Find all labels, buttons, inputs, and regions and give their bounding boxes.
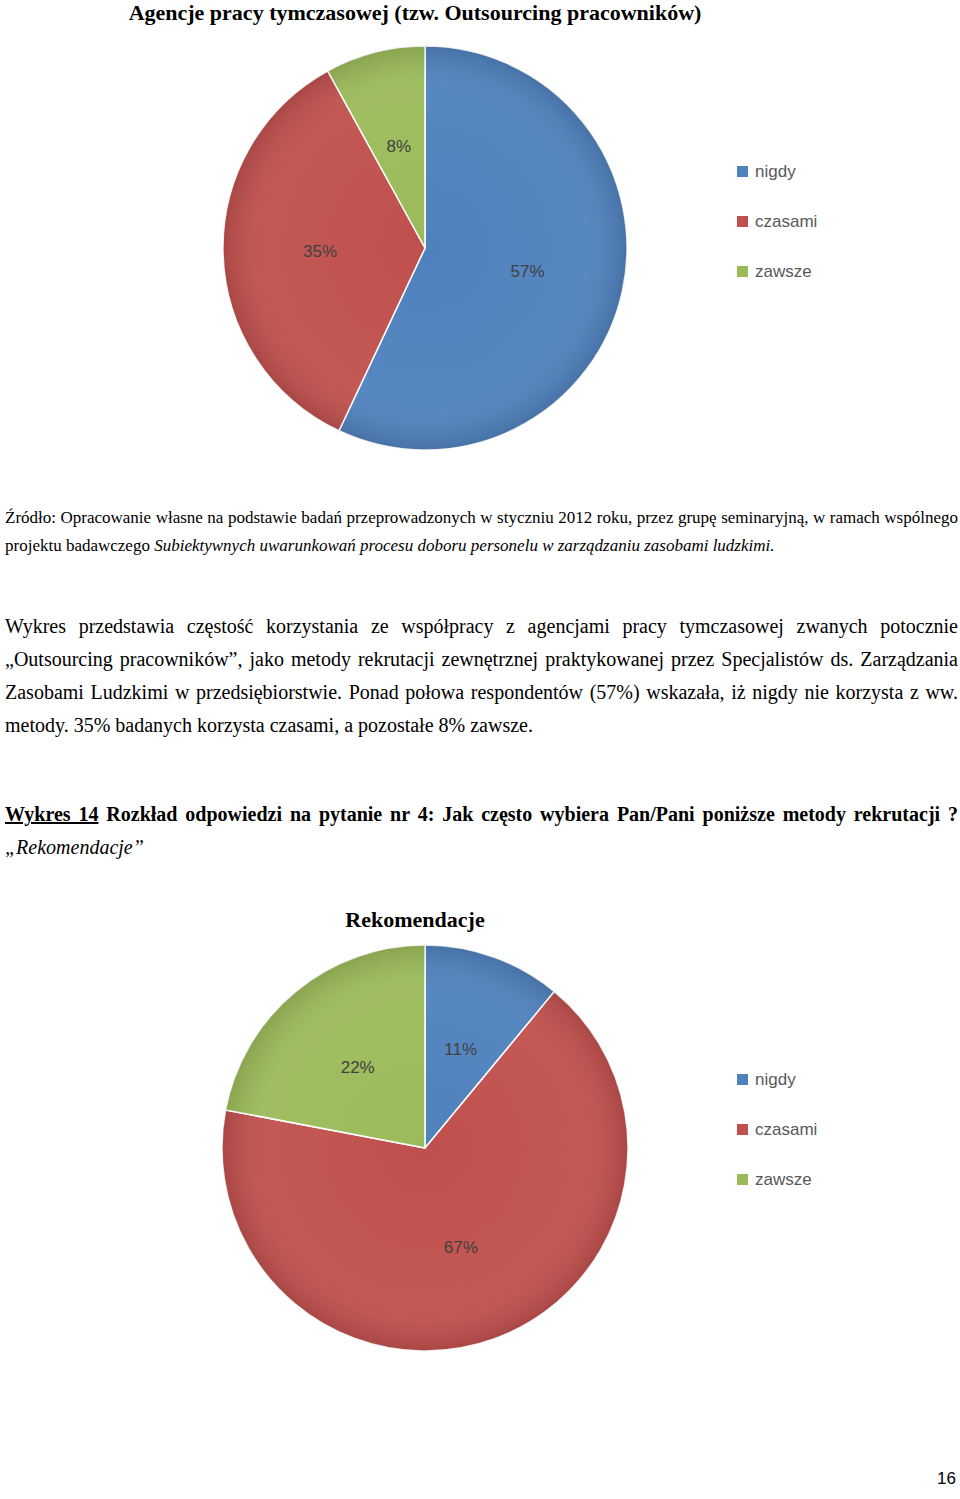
data-label: 8% [387,137,412,156]
chart-title: Rekomendacje [345,907,485,932]
legend: nigdy czasami zawsze [737,162,817,281]
legend-entry: zawsze [755,1170,812,1189]
data-label: 11% [444,1040,477,1059]
chart-title: Agencje pracy tymczasowej (tzw. Outsourc… [129,0,702,25]
legend-swatch [737,216,748,227]
legend-entry: nigdy [755,162,796,181]
slice-shading [328,46,425,248]
pie-slice [328,46,425,248]
legend-swatch [737,1074,748,1085]
data-labels: 57% 35% 8% [303,137,545,281]
caption: Wykres 14 Rozkład odpowiedzi na pytanie … [5,798,958,864]
legend-swatch [737,166,748,177]
legend-entry: nigdy [755,1070,796,1089]
page-number: 16 [937,1468,956,1490]
caption-text: Rozkład odpowiedzi na pytanie nr 4: Jak … [106,803,958,825]
slices [223,46,627,450]
data-label: 57% [510,262,544,281]
pie-chart: Rekomendacje 11% 67% 22% nigdy czasami zawsze [0,895,960,1365]
legend-entry: czasami [755,1120,817,1139]
data-label: 22% [341,1058,375,1077]
legend-swatch [737,266,748,277]
paragraph: Wykres przedstawia częstość korzystania … [5,610,958,742]
slices [222,945,628,1351]
legend-swatch [737,1174,748,1185]
caption-label: Wykres 14 [5,803,98,825]
legend-entry: czasami [755,212,817,231]
legend: nigdy czasami zawsze [737,1070,817,1189]
slice-shading [226,945,425,1148]
caption-italic: „Rekomendacje” [5,836,144,858]
legend-swatch [737,1124,748,1135]
source-italic: Subiektywnych uwarunkowań procesu doboru… [154,536,774,555]
pie-slice [226,945,425,1148]
page-number-text: 16 [937,1469,956,1488]
data-label: 67% [444,1238,478,1257]
pie-chart: Agencje pracy tymczasowej (tzw. Outsourc… [0,0,960,460]
paragraph-text: Wykres przedstawia częstość korzystania … [5,615,958,736]
data-label: 35% [303,242,337,261]
source-note: Źródło: Opracowanie własne na podstawie … [5,504,958,560]
legend-entry: zawsze [755,262,812,281]
data-labels: 11% 67% 22% [341,1040,478,1258]
